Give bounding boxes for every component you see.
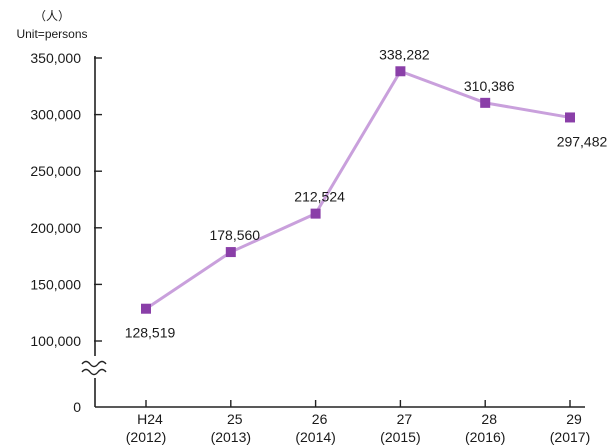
y-axis-ticks: 100,000 150,000 200,000 250,000 300,000 350,0… [30, 50, 102, 415]
data-point-marker [310, 208, 321, 219]
x-axis-ticks: H24 (2012) 25 (2013) 26 (2014) 27 (2015) 28 (2016… [126, 400, 590, 445]
axes [81, 56, 585, 408]
series-line: 128,519 178,560 212,524 338,282 310,386 297,4… [125, 46, 608, 340]
unit-label: Unit=persons [16, 27, 87, 41]
y-tick-label: 350,000 [30, 50, 81, 66]
x-tick-label: 25 [227, 411, 243, 427]
y-tick-label: 100,000 [30, 333, 81, 349]
y-tick-label: 300,000 [30, 107, 81, 123]
x-tick-label-year: (2017) [550, 429, 590, 445]
x-tick-label-year: (2012) [126, 429, 166, 445]
data-label: 128,519 [125, 325, 176, 341]
x-tick-label-year: (2016) [465, 429, 505, 445]
data-point-marker [395, 66, 406, 77]
x-tick-label-year: (2013) [211, 429, 251, 445]
y-tick-label: 150,000 [30, 276, 81, 292]
y-tick-label: 250,000 [30, 163, 81, 179]
x-tick-label: H24 [137, 411, 163, 427]
series-polyline [145, 69, 571, 310]
data-point-marker [141, 303, 151, 314]
y-tick-label-zero: 0 [73, 399, 81, 415]
data-label: 297,482 [557, 133, 608, 149]
x-tick-label: 27 [397, 411, 413, 427]
data-label: 338,282 [379, 46, 430, 62]
data-label: 310,386 [464, 78, 515, 94]
x-tick-label: 26 [312, 411, 328, 427]
axis-break-symbol [81, 360, 107, 376]
data-point-marker [565, 112, 575, 123]
data-point-marker [480, 97, 491, 108]
data-label: 178,560 [209, 227, 260, 243]
x-tick-label: 28 [481, 411, 497, 427]
x-tick-label: 29 [566, 411, 582, 427]
x-tick-label-year: (2015) [380, 429, 420, 445]
y-tick-label: 200,000 [30, 220, 81, 236]
x-tick-label-year: (2014) [295, 429, 335, 445]
data-label: 212,524 [294, 189, 345, 205]
data-point-marker [225, 247, 236, 258]
unit-label-cjk: （人） [34, 9, 70, 23]
